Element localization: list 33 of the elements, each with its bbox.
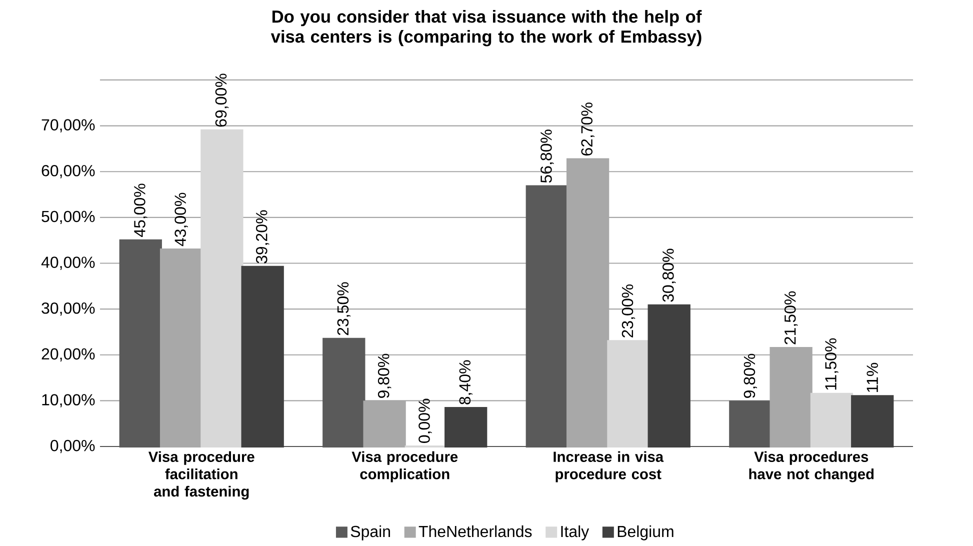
data-label: 21,50% xyxy=(784,291,798,344)
legend-label: Belgium xyxy=(618,525,674,540)
data-label: 11% xyxy=(866,362,878,392)
chart-title: Do you consider that visa issuance with the help of visa centers is (comparing to the work of Embassy) xyxy=(270,10,702,46)
data-label: 9,80% xyxy=(378,354,392,398)
data-label: 23,00% xyxy=(622,284,636,338)
y-tick-label: 20,00% xyxy=(42,348,95,362)
legend-label: TheNetherlands xyxy=(418,525,532,537)
data-label: 62,70% xyxy=(581,102,594,156)
y-tick-label: 40,00% xyxy=(41,256,95,270)
y-tick-label: 60,00% xyxy=(42,164,95,178)
data-label: 56,80% xyxy=(540,129,554,182)
data-label: 11,50% xyxy=(825,338,838,390)
data-label: 45,00% xyxy=(134,183,148,237)
data-label: 23,50% xyxy=(337,282,350,335)
data-label: 69,00% xyxy=(215,74,229,126)
data-label: 8,40% xyxy=(459,360,472,404)
y-tick-label: 70,00% xyxy=(42,118,95,132)
y-tick-label: 0,00% xyxy=(50,440,95,453)
y-tick-label: 30,00% xyxy=(42,302,95,316)
y-tick-label: 10,00% xyxy=(42,394,95,408)
x-tick-label: Visa procedures have not changed xyxy=(749,450,874,482)
data-label: 0,00% xyxy=(418,398,432,443)
x-tick-label: Visa procedure facilitation and fastening xyxy=(148,450,254,500)
data-label: 30,80% xyxy=(662,248,676,302)
data-label: 9,80% xyxy=(744,354,758,398)
x-tick-label: Visa procedure complication xyxy=(352,450,458,482)
x-tick-label: Increase in visa procedure cost xyxy=(554,450,664,482)
data-label: 39,20% xyxy=(256,210,270,264)
data-label: 43,00% xyxy=(174,192,188,246)
y-tick-label: 50,00% xyxy=(42,210,95,224)
legend-label: Italy xyxy=(561,525,590,540)
legend-label: Spain xyxy=(350,525,390,540)
